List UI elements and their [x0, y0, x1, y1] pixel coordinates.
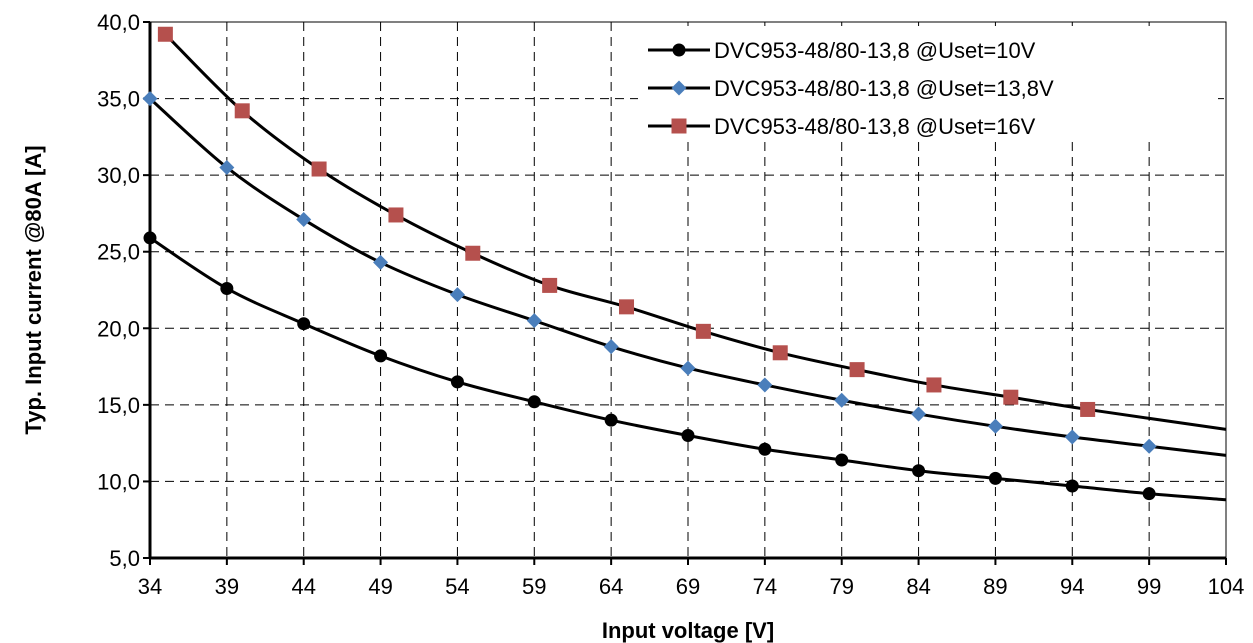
x-tick-label: 54 [445, 574, 469, 599]
data-point [835, 453, 849, 467]
y-tick-label: 25,0 [97, 240, 140, 265]
data-point [849, 362, 865, 378]
legend-label: DVC953-48/80-13,8 @Uset=13,8V [714, 76, 1054, 101]
data-point [526, 313, 542, 329]
data-point [296, 212, 312, 228]
data-point [542, 277, 558, 293]
legend-marker [672, 43, 686, 57]
x-tick-label: 39 [215, 574, 239, 599]
legend-label: DVC953-48/80-13,8 @Uset=16V [714, 114, 1036, 139]
legend-marker [671, 118, 687, 134]
data-point [603, 339, 619, 355]
y-tick-label: 10,0 [97, 469, 140, 494]
data-point [926, 377, 942, 393]
x-tick-label: 94 [1060, 574, 1084, 599]
x-tick-label: 84 [906, 574, 930, 599]
x-tick-label: 64 [599, 574, 623, 599]
y-tick-label: 35,0 [97, 87, 140, 112]
x-tick-label: 89 [983, 574, 1007, 599]
series-line [148, 97, 1227, 457]
legend-item: DVC953-48/80-13,8 @Uset=10V [648, 38, 1036, 63]
data-point [1141, 438, 1157, 454]
data-point [912, 464, 926, 478]
data-point [988, 471, 1002, 485]
data-point [619, 299, 635, 315]
legend-marker [671, 80, 687, 96]
data-point [157, 26, 173, 42]
data-point [373, 254, 389, 270]
series-1 [143, 231, 1227, 502]
x-tick-label: 104 [1208, 574, 1245, 599]
data-point [834, 392, 850, 408]
legend: DVC953-48/80-13,8 @Uset=10V DVC953-48/80-… [638, 26, 1218, 139]
y-tick-label: 20,0 [97, 316, 140, 341]
data-point [527, 395, 541, 409]
y-axis-title: Typ. Input current @80A [A] [21, 145, 46, 434]
x-tick-label: 74 [753, 574, 777, 599]
data-point [143, 231, 157, 245]
y-tick-label: 5,0 [109, 546, 140, 571]
data-point [374, 349, 388, 363]
data-point [758, 442, 772, 456]
data-point [680, 360, 696, 376]
series-layer [142, 26, 1227, 502]
data-point [695, 323, 711, 339]
y-tick-label: 30,0 [97, 163, 140, 188]
data-point [1065, 479, 1079, 493]
x-tick-label: 99 [1137, 574, 1161, 599]
series-2 [142, 91, 1227, 457]
data-point [450, 375, 464, 389]
data-point [604, 413, 618, 427]
x-tick-label: 69 [676, 574, 700, 599]
data-point [220, 281, 234, 295]
data-point [681, 428, 695, 442]
x-tick-label: 44 [291, 574, 315, 599]
data-point [234, 103, 250, 119]
data-point [449, 287, 465, 303]
data-point [311, 161, 327, 177]
x-tick-label: 49 [368, 574, 392, 599]
data-point [757, 377, 773, 393]
data-point [465, 245, 481, 261]
y-tick-labels: 5,0 10,0 15,0 20,0 25,0 30,0 35,0 40,0 [97, 10, 140, 571]
data-point [1142, 487, 1156, 501]
legend-label: DVC953-48/80-13,8 @Uset=10V [714, 38, 1036, 63]
data-point [987, 418, 1003, 434]
y-tick-label: 40,0 [97, 10, 140, 35]
data-point [142, 91, 158, 107]
data-point [1080, 401, 1096, 417]
legend-item: DVC953-48/80-13,8 @Uset=13,8V [648, 76, 1054, 101]
y-tick-label: 15,0 [97, 393, 140, 418]
x-tick-label: 34 [138, 574, 162, 599]
x-tick-labels: 34 39 44 49 54 59 64 69 74 79 84 89 94 99 104 [138, 574, 1245, 599]
data-point [297, 317, 311, 331]
x-tick-label: 59 [522, 574, 546, 599]
legend-item: DVC953-48/80-13,8 @Uset=16V [648, 114, 1036, 139]
x-tick-label: 79 [829, 574, 853, 599]
data-point [911, 406, 927, 422]
data-point [219, 159, 235, 175]
data-point [1064, 429, 1080, 445]
x-axis-title: Input voltage [V] [602, 618, 774, 643]
data-point [388, 207, 404, 223]
data-point [772, 345, 788, 361]
series-line [149, 236, 1227, 502]
legend-background [638, 26, 1218, 138]
data-point [1003, 389, 1019, 405]
series-3 [157, 26, 1227, 431]
